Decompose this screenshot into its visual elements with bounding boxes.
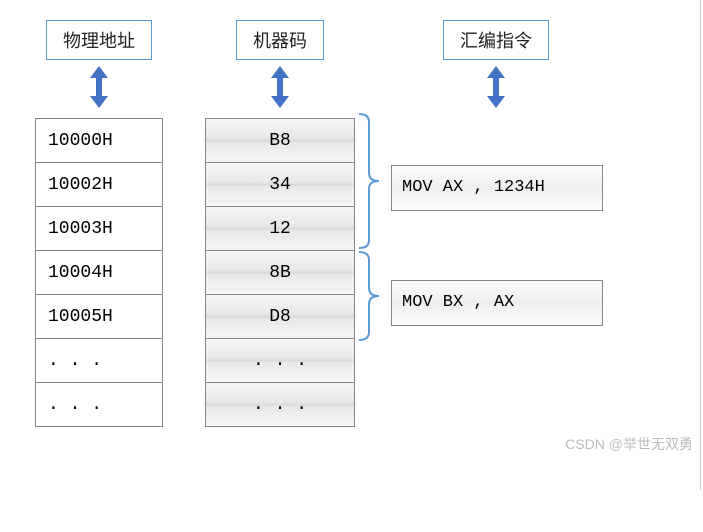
- brace-icon: [359, 114, 379, 248]
- col-machine-code: 机器码 B8 34 12 8B D8 . . . . . .: [205, 20, 355, 427]
- instr-host: MOV AX , 1234H MOV BX , AX: [391, 118, 601, 440]
- double-arrow-icon: [483, 64, 509, 110]
- header-instr: 汇编指令: [443, 20, 549, 60]
- code-cell: 8B: [205, 251, 355, 295]
- code-cell: 12: [205, 207, 355, 251]
- double-arrow-icon: [267, 64, 293, 110]
- header-addr: 物理地址: [46, 20, 152, 60]
- double-arrow-icon: [86, 64, 112, 110]
- col-physical-address: 物理地址 10000H 10002H 10003H 10004H 10005H …: [35, 20, 163, 427]
- addr-cell: 10000H: [35, 119, 163, 163]
- code-cell: 34: [205, 163, 355, 207]
- code-cell: B8: [205, 119, 355, 163]
- assembly-instruction: MOV AX , 1234H: [391, 165, 603, 211]
- brace-svg: [355, 112, 385, 532]
- addr-cell: . . .: [35, 339, 163, 383]
- addr-cell: 10002H: [35, 163, 163, 207]
- header-code: 机器码: [236, 20, 324, 60]
- col-assembly: 汇编指令 MOV AX , 1234H MOV BX , AX: [391, 20, 601, 440]
- watermark: CSDN @举世无双勇: [565, 434, 693, 454]
- brace-icon: [359, 252, 379, 340]
- addr-cell: 10003H: [35, 207, 163, 251]
- addr-cell: . . .: [35, 383, 163, 427]
- assembly-instruction: MOV BX , AX: [391, 280, 603, 326]
- diagram-root: 物理地址 10000H 10002H 10003H 10004H 10005H …: [15, 20, 688, 440]
- code-cell: . . .: [205, 339, 355, 383]
- code-stack: B8 34 12 8B D8 . . . . . .: [205, 118, 355, 427]
- addr-cell: 10005H: [35, 295, 163, 339]
- code-cell: D8: [205, 295, 355, 339]
- code-cell: . . .: [205, 383, 355, 427]
- page-right-rule: [700, 0, 701, 490]
- addr-stack: 10000H 10002H 10003H 10004H 10005H . . .…: [35, 118, 163, 427]
- addr-cell: 10004H: [35, 251, 163, 295]
